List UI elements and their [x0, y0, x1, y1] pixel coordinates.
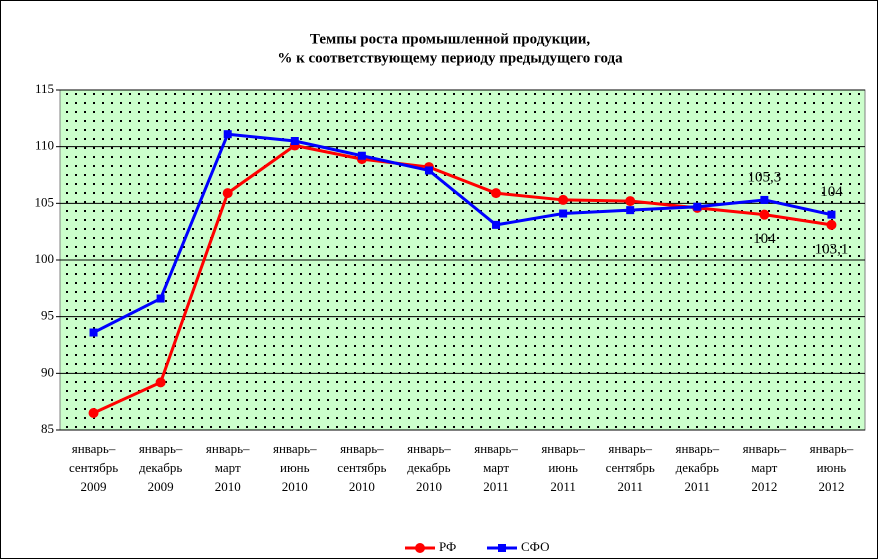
point [827, 210, 836, 219]
point [558, 194, 569, 205]
chart-title: Темпы роста промышленной продукции, [310, 31, 590, 47]
x-tick-label: 2011 [550, 479, 576, 494]
x-tick-label: 2011 [685, 479, 711, 494]
point [693, 202, 702, 211]
x-tick-label: сентябрь [337, 460, 386, 475]
point [156, 294, 165, 303]
y-tick-label: 95 [41, 308, 54, 323]
point [222, 188, 233, 199]
point [491, 188, 502, 199]
x-tick-label: январь– [810, 441, 854, 456]
point [626, 206, 635, 215]
point [155, 377, 166, 388]
point [424, 166, 433, 175]
x-tick-label: 2010 [215, 479, 241, 494]
x-tick-label: 2010 [282, 479, 308, 494]
point [559, 209, 568, 218]
x-tick-label: 2012 [818, 479, 844, 494]
x-tick-label: 2010 [416, 479, 442, 494]
y-tick-label: 115 [35, 81, 54, 96]
legend-marker [498, 544, 506, 552]
x-tick-label: сентябрь [69, 460, 118, 475]
y-tick-label: 100 [35, 251, 55, 266]
x-tick-label: июнь [280, 460, 310, 475]
legend-label: РФ [439, 539, 456, 554]
point [625, 196, 636, 207]
x-tick-label: январь– [139, 441, 183, 456]
y-tick-label: 110 [35, 138, 54, 153]
point [88, 408, 99, 418]
legend-label: СФО [521, 539, 550, 554]
x-tick-label: июнь [817, 460, 847, 475]
x-tick-label: январь– [273, 441, 317, 456]
x-tick-label: 2011 [617, 479, 643, 494]
x-tick-label: январь– [743, 441, 787, 456]
point [223, 130, 232, 139]
x-tick-label: декабрь [407, 460, 450, 475]
x-tick-label: 2012 [751, 479, 777, 494]
point [290, 137, 299, 145]
point [357, 151, 366, 160]
x-tick-label: март [751, 460, 777, 475]
x-tick-label: март [215, 460, 241, 475]
data-label: 103,1 [815, 241, 849, 257]
x-tick-label: 2009 [148, 479, 174, 494]
point [759, 209, 770, 220]
x-tick-label: январь– [340, 441, 384, 456]
x-tick-label: 2009 [81, 479, 107, 494]
series-line [92, 143, 832, 415]
x-tick-label: январь– [675, 441, 719, 456]
point [826, 219, 837, 230]
x-tick-label: январь– [407, 441, 451, 456]
x-tick-label: январь– [608, 441, 652, 456]
x-tick-label: 2010 [349, 479, 375, 494]
x-tick-label: декабрь [676, 460, 719, 475]
x-tick-label: январь– [474, 441, 518, 456]
x-tick-label: сентябрь [606, 460, 655, 475]
x-tick-label: июнь [548, 460, 578, 475]
y-tick-label: 105 [35, 194, 55, 209]
x-tick-label: январь– [206, 441, 250, 456]
legend-marker [415, 543, 425, 553]
y-tick-label: 85 [41, 421, 54, 436]
point [89, 328, 98, 337]
x-tick-label: январь– [541, 441, 585, 456]
x-tick-label: 2011 [483, 479, 509, 494]
y-tick-label: 90 [41, 364, 54, 379]
data-label: 104 [753, 231, 776, 247]
x-tick-label: декабрь [139, 460, 182, 475]
chart-title: % к соответствующему периоду предыдущего… [277, 50, 623, 66]
data-label: 104 [820, 184, 843, 200]
data-label: 105,3 [748, 169, 782, 185]
x-tick-label: март [483, 460, 509, 475]
series-line [92, 132, 832, 334]
point [760, 195, 769, 204]
x-tick-label: январь– [72, 441, 116, 456]
point [492, 220, 501, 229]
